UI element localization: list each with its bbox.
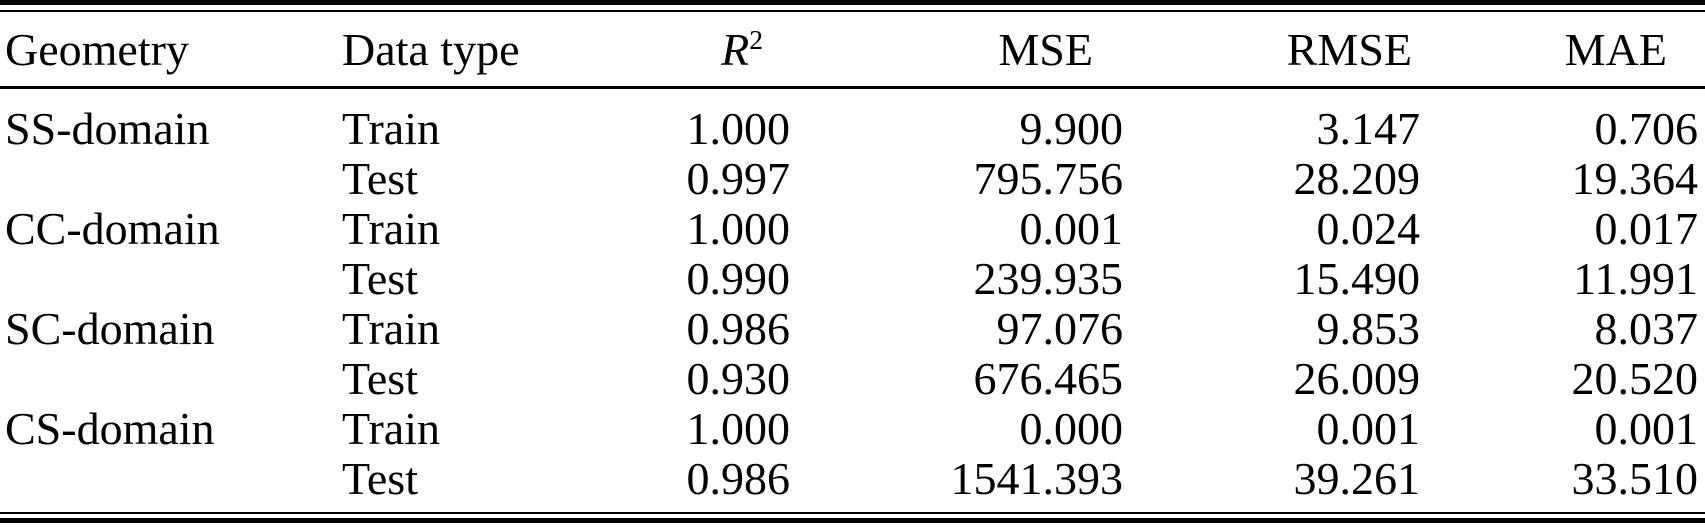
cell-mae: 0.001 — [1594, 403, 1699, 454]
cell-geometry — [0, 154, 336, 204]
cell-rmse: 15.490 — [1293, 253, 1421, 304]
cell-rmse: 0.001 — [1316, 403, 1421, 454]
body-top-padding — [0, 89, 1705, 104]
cell-geometry: SC-domain — [5, 303, 215, 354]
table-row: Test 0.986 1541.393 39.261 33.510 — [0, 454, 1705, 504]
cell-mse: 1541.393 — [950, 453, 1124, 504]
cell-mse: 676.465 — [973, 353, 1124, 404]
cell-r-squared: 0.986 — [686, 453, 791, 504]
col-header-r-squared: R2 — [646, 12, 790, 86]
cell-rmse: 9.853 — [1316, 303, 1421, 354]
cell-data-type: Train — [342, 203, 440, 254]
cell-mse: 9.900 — [1019, 103, 1124, 154]
cell-mse: 0.001 — [1019, 203, 1124, 254]
cell-rmse: 28.209 — [1293, 153, 1421, 204]
cell-rmse: 26.009 — [1293, 353, 1421, 404]
cell-r-squared: 0.986 — [686, 303, 791, 354]
cell-mae: 33.510 — [1571, 453, 1699, 504]
cell-mse: 0.000 — [1019, 403, 1124, 454]
body-bottom-padding — [0, 504, 1705, 512]
cell-r-squared: 0.990 — [686, 253, 791, 304]
table-row: Test 0.997 795.756 28.209 19.364 — [0, 154, 1705, 204]
cell-mse: 795.756 — [973, 153, 1124, 204]
table-row: SS-domain Train 1.000 9.900 3.147 0.706 — [0, 104, 1705, 154]
col-header-mae: MAE — [1564, 23, 1667, 75]
cell-rmse: 39.261 — [1293, 453, 1421, 504]
r-squared-exponent: 2 — [749, 24, 763, 56]
cell-geometry: CC-domain — [5, 203, 220, 254]
col-header-rmse: RMSE — [1286, 23, 1412, 75]
header-row: Geometry Data type R2 MSE RMSE MAE — [0, 12, 1705, 86]
table-top-rule-thin — [0, 10, 1705, 12]
cell-mse: 97.076 — [996, 303, 1124, 354]
col-header-data-type: Data type — [342, 23, 520, 75]
cell-data-type: Train — [342, 103, 440, 154]
cell-geometry: CS-domain — [5, 403, 215, 454]
table-row: Test 0.930 676.465 26.009 20.520 — [0, 354, 1705, 404]
cell-mse: 239.935 — [973, 253, 1124, 304]
cell-rmse: 0.024 — [1316, 203, 1421, 254]
cell-mae: 8.037 — [1594, 303, 1699, 354]
col-header-geometry: Geometry — [5, 23, 189, 75]
table-top-rule-thick — [0, 0, 1705, 5]
cell-r-squared: 1.000 — [686, 403, 791, 454]
cell-data-type: Test — [342, 453, 418, 504]
cell-r-squared: 0.930 — [686, 353, 791, 404]
cell-mae: 20.520 — [1571, 353, 1699, 404]
table-row: CC-domain Train 1.000 0.001 0.024 0.017 — [0, 204, 1705, 254]
metrics-table-header: Geometry Data type R2 MSE RMSE MAE — [0, 12, 1705, 86]
cell-data-type: Test — [342, 353, 418, 404]
r-squared-base: R — [721, 23, 750, 75]
cell-geometry: SS-domain — [5, 103, 210, 154]
cell-data-type: Train — [342, 303, 440, 354]
cell-mae: 11.991 — [1573, 253, 1698, 304]
metrics-table-body: SS-domain Train 1.000 9.900 3.147 0.706 … — [0, 104, 1705, 504]
header-divider-rule — [0, 86, 1705, 89]
cell-data-type: Train — [342, 403, 440, 454]
cell-geometry — [0, 454, 336, 504]
cell-data-type: Test — [342, 253, 418, 304]
table-row: SC-domain Train 0.986 97.076 9.853 8.037 — [0, 304, 1705, 354]
cell-rmse: 3.147 — [1316, 103, 1421, 154]
table-row: CS-domain Train 1.000 0.000 0.001 0.001 — [0, 404, 1705, 454]
table-row: Test 0.990 239.935 15.490 11.991 — [0, 254, 1705, 304]
cell-mae: 0.706 — [1594, 103, 1699, 154]
cell-geometry — [0, 354, 336, 404]
table-bottom-rule-thick — [0, 518, 1705, 523]
cell-data-type: Test — [342, 153, 418, 204]
cell-r-squared: 1.000 — [686, 203, 791, 254]
col-header-mse: MSE — [998, 23, 1093, 75]
cell-r-squared: 1.000 — [686, 103, 791, 154]
table-bottom-rule-thin — [0, 512, 1705, 514]
cell-mae: 0.017 — [1594, 203, 1699, 254]
cell-r-squared: 0.997 — [686, 153, 791, 204]
cell-geometry — [0, 254, 336, 304]
cell-mae: 19.364 — [1571, 153, 1699, 204]
